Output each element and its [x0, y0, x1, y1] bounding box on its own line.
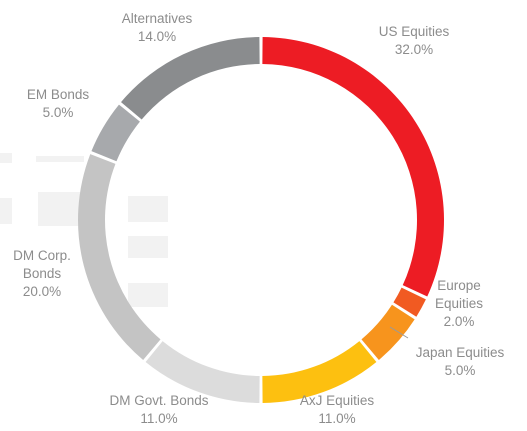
background-artifact: [0, 198, 12, 224]
label-value: 11.0%: [140, 411, 177, 426]
slice-axj-equities: [262, 341, 377, 403]
label-name: DM Govt. Bonds: [109, 393, 208, 408]
label-value: 32.0%: [395, 42, 433, 57]
label-axj-equities: AxJ Equities 11.0%: [300, 393, 375, 426]
background-artifact: [128, 236, 168, 258]
label-name: EM Bonds: [27, 87, 90, 102]
background-artifact: [0, 153, 12, 163]
slice-japan-equities: [361, 304, 415, 360]
label-value: 14.0%: [138, 29, 176, 44]
leader-line-japan-equities: [389, 326, 409, 339]
label-value: 5.0%: [445, 363, 476, 378]
slice-dm-corp-bonds: [77, 154, 161, 360]
slice-europe-equities: [393, 287, 426, 317]
label-value: 20.0%: [23, 284, 61, 299]
slice-labels: US Equities 32.0% Europe Equities 2.0% Japan …: [13, 11, 504, 426]
label-value: 5.0%: [43, 105, 74, 120]
label-name: DM Corp.: [13, 248, 71, 263]
background-artifact: [38, 192, 80, 226]
label-em-bonds: EM Bonds 5.0%: [27, 87, 90, 120]
label-name: Europe: [437, 278, 481, 293]
slice-em-bonds: [91, 104, 140, 162]
background-artifact: [36, 156, 84, 162]
slice-alternatives: [121, 37, 260, 120]
label-name: AxJ Equities: [300, 393, 375, 408]
slice-us-equities: [262, 37, 445, 297]
label-name: Alternatives: [122, 11, 193, 26]
label-alternatives: Alternatives 14.0%: [122, 11, 193, 44]
label-name: US Equities: [379, 24, 450, 39]
label-dm-corp-bonds: DM Corp. Bonds 20.0%: [13, 248, 71, 299]
label-value: 2.0%: [444, 314, 475, 329]
label-name: Equities: [435, 296, 483, 311]
label-dm-govt-bonds: DM Govt. Bonds 11.0%: [109, 393, 208, 426]
label-europe-equities: Europe Equities 2.0%: [435, 278, 483, 329]
background-artifact: [128, 196, 168, 222]
label-us-equities: US Equities 32.0%: [379, 24, 450, 57]
slice-dm-govt-bonds: [145, 341, 260, 403]
label-value: 11.0%: [318, 411, 355, 426]
label-japan-equities: Japan Equities 5.0%: [416, 345, 505, 378]
donut-slices: [77, 37, 445, 403]
label-name: Bonds: [23, 266, 62, 281]
leader-lines: [389, 326, 409, 339]
background-artifact: [128, 283, 168, 307]
label-name: Japan Equities: [416, 345, 505, 360]
